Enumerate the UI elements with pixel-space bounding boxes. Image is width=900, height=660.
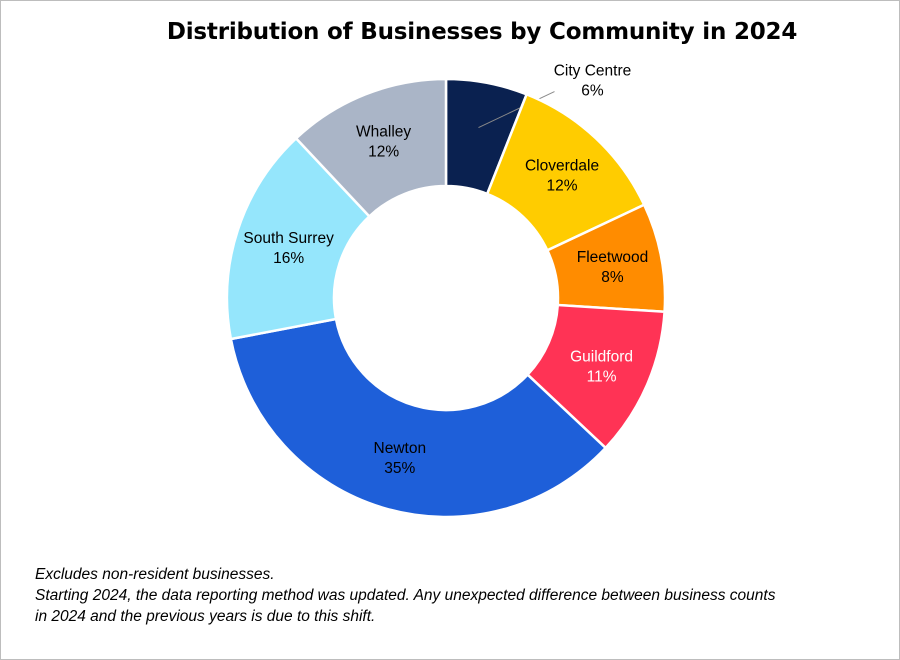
slice-newton [229,317,608,519]
slice-south-surrey [225,136,372,341]
slice-whalley [294,77,448,219]
footnote-line: in 2024 and the previous years is due to… [35,608,376,625]
slice-value-whalley: 12% [368,143,399,160]
chart-title: Distribution of Businesses by Community … [166,19,798,45]
slice-label-cloverdale: Cloverdale [525,157,599,174]
slice-label-city-centre: City Centre [554,63,632,80]
slice-label-newton: Newton [374,440,427,457]
slice-value-newton: 35% [384,460,415,477]
slice-value-city-centre: 6% [581,83,604,100]
leader-line-city-centre [478,91,555,129]
slice-label-whalley: Whalley [356,123,411,140]
slice-value-cloverdale: 12% [547,177,578,194]
donut-chart: City Centre 6% Cloverdale 12% Fleetwood 8% Gui… [225,63,667,519]
slice-value-south-surrey: 16% [273,250,304,267]
slice-value-guildford: 11% [587,368,617,385]
slice-label-south-surrey: South Surrey [243,230,334,247]
footnote-line: Excludes non-resident businesses. [35,566,275,583]
footnote-line: Starting 2024, the data reporting method… [35,587,776,604]
slice-value-fleetwood: 8% [601,269,624,286]
slice-label-guildford: Guildford [570,348,633,365]
footnotes: Excludes non-resident businesses. Starti… [35,564,885,627]
slice-label-fleetwood: Fleetwood [577,249,649,266]
